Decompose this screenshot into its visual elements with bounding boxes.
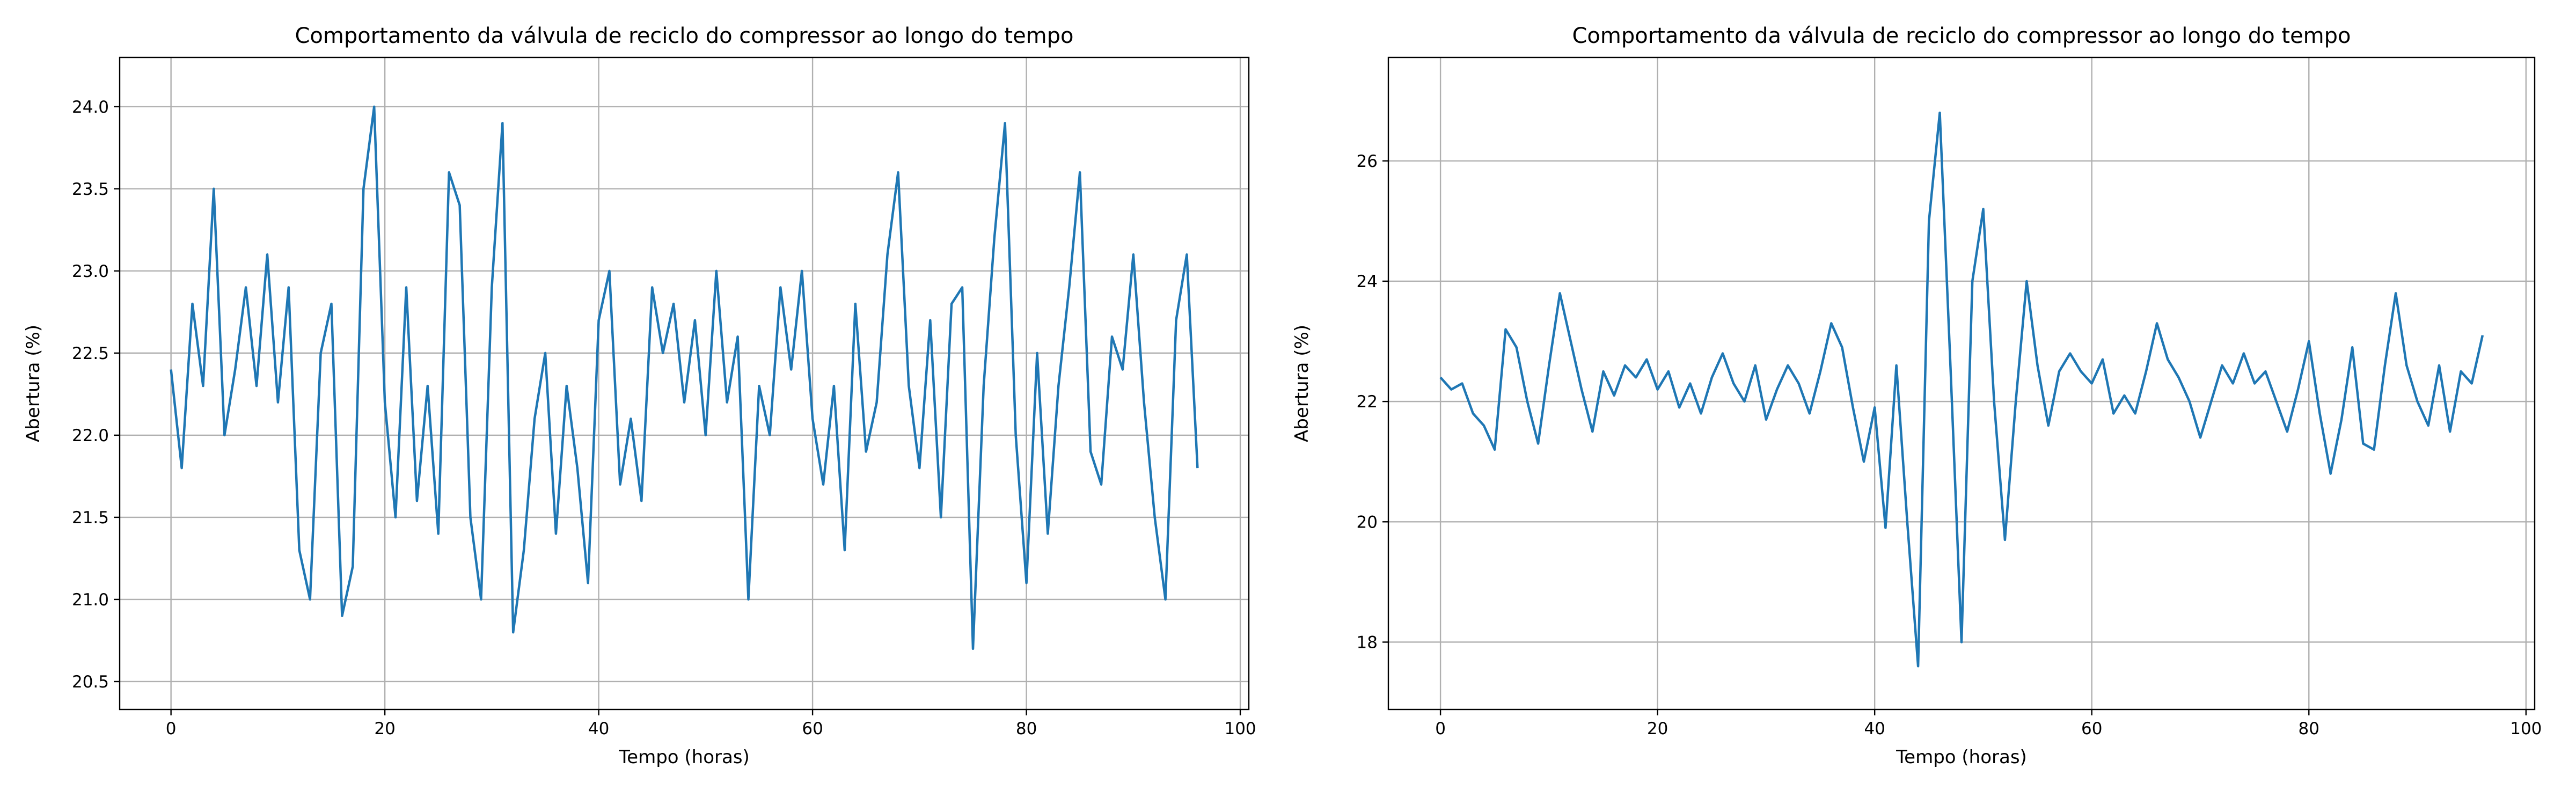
subplot: 0 20 40 60 80 100 18 20 22 24 26 Comportamento da v… (1291, 24, 2542, 768)
x-axis-label: Tempo (horas) (1896, 747, 2027, 768)
x-tick-label: 80 (2299, 719, 2319, 738)
x-tick-label: 0 (1435, 719, 1446, 738)
x-tick-label: 60 (802, 719, 823, 738)
x-tick-label: 0 (166, 719, 177, 738)
chart-title: Comportamento da válvula de reciclo do c… (295, 24, 1073, 48)
y-tick-label: 21.0 (72, 590, 109, 610)
data-line (170, 105, 1199, 650)
subplot: 0 20 40 60 80 100 20.5 21.0 21.5 22.0 22.5 23.0 23.5… (23, 24, 1256, 768)
y-axis-label: Abertura (%) (1291, 325, 1313, 442)
y-tick-label: 26 (1357, 152, 1378, 171)
y-axis-label: Abertura (%) (23, 325, 44, 442)
y-tick-label: 22.5 (72, 344, 109, 363)
x-tick-label: 60 (2081, 719, 2102, 738)
y-tick-label: 18 (1357, 633, 1378, 652)
y-tick-label: 20.5 (72, 672, 109, 692)
axes-frame (119, 56, 1250, 711)
y-tick-label: 24.0 (72, 98, 109, 117)
axes-frame (1387, 56, 2536, 711)
y-tick-label: 20 (1357, 513, 1378, 532)
x-tick-label: 100 (1224, 719, 1256, 738)
x-tick-label: 20 (1647, 719, 1668, 738)
x-tick-label: 100 (2510, 719, 2542, 738)
y-tick-label: 23.5 (72, 180, 109, 199)
x-tick-label: 40 (1864, 719, 1885, 738)
x-axis-label: Tempo (horas) (618, 747, 750, 768)
y-tick-label: 23.0 (72, 262, 109, 281)
x-tick-label: 40 (588, 719, 609, 738)
data-line (1439, 111, 2484, 668)
chart-title: Comportamento da válvula de reciclo do c… (1572, 24, 2351, 48)
y-tick-label: 22 (1357, 392, 1378, 412)
y-tick-label: 24 (1357, 272, 1378, 291)
x-tick-label: 80 (1016, 719, 1037, 738)
x-tick-label: 20 (374, 719, 395, 738)
y-tick-label: 21.5 (72, 508, 109, 528)
y-tick-label: 22.0 (72, 426, 109, 445)
